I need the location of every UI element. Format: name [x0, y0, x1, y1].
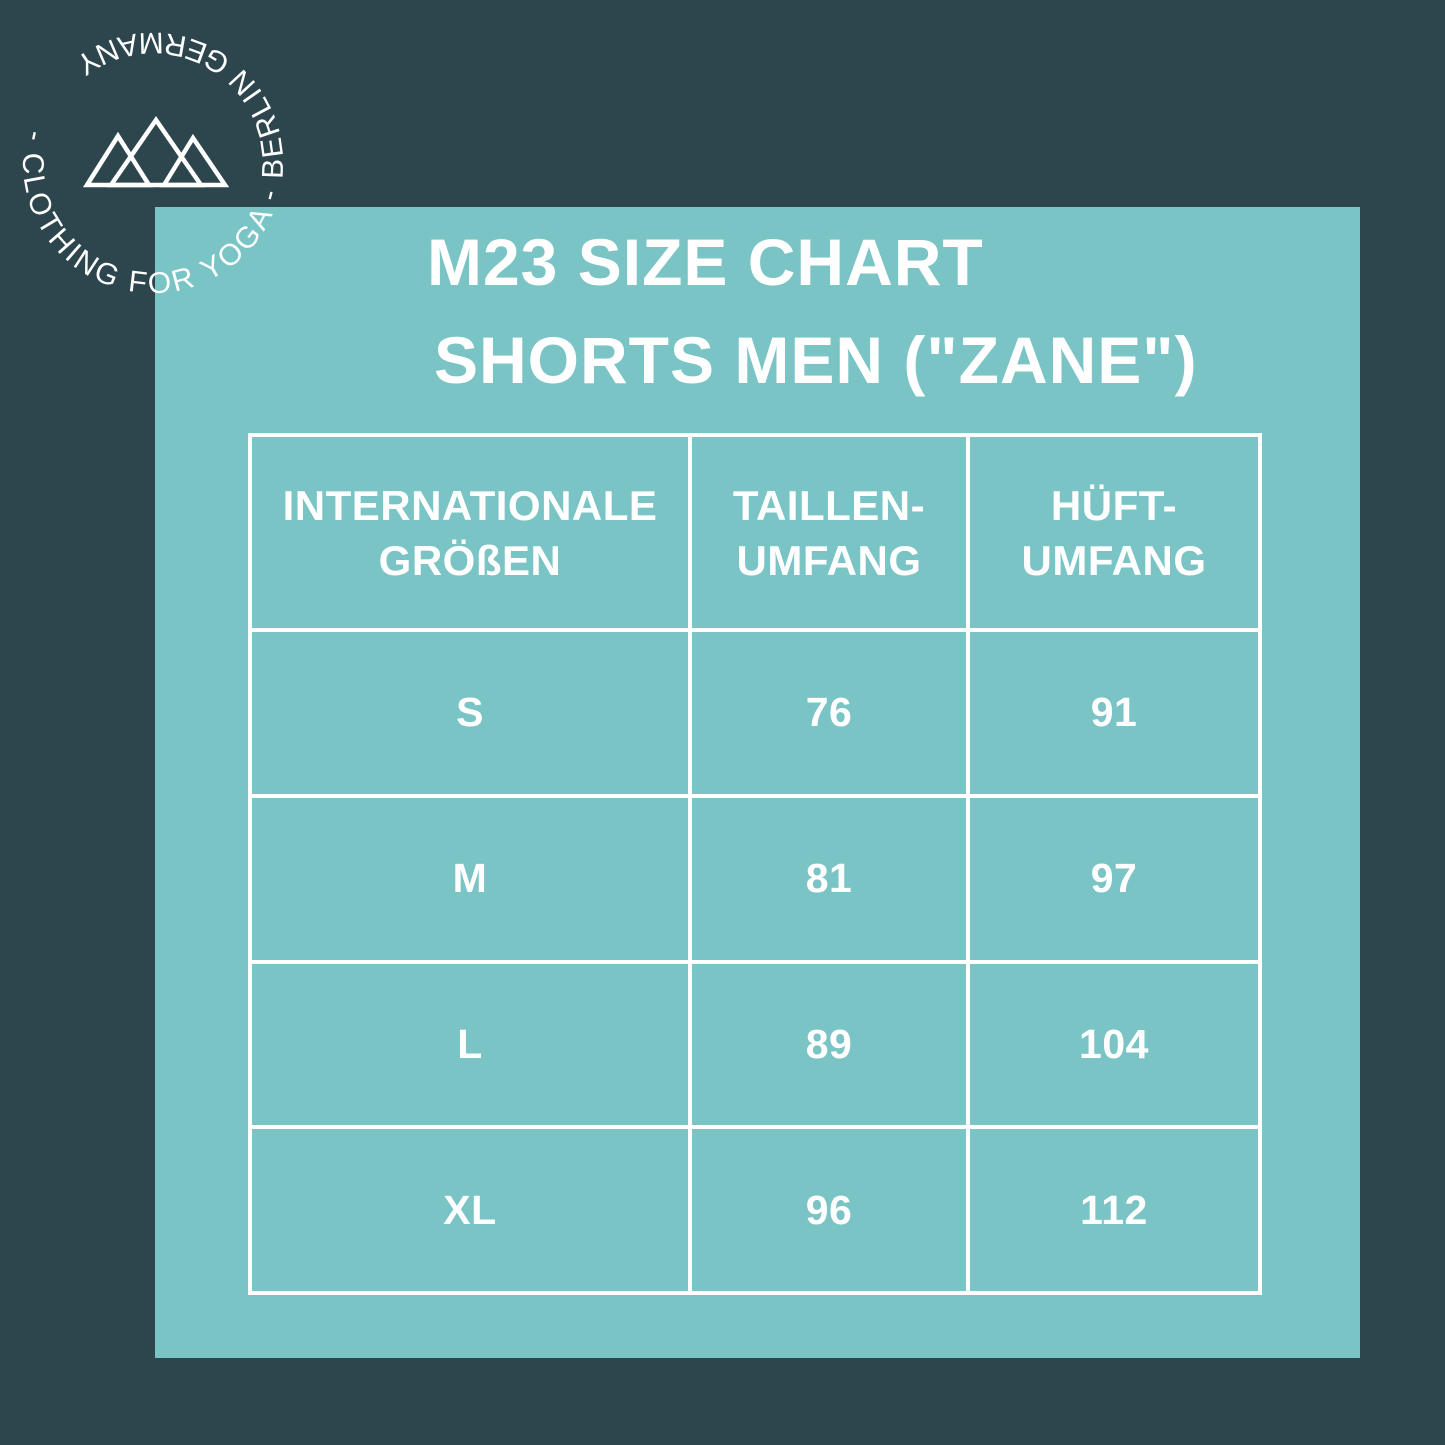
cell-size-m: M: [252, 797, 688, 960]
header-line: INTERNATIONALE: [282, 481, 658, 529]
title-line-2: SHORTS MEN ("ZANE"): [434, 323, 1198, 397]
cell-waist-l: 89: [692, 963, 966, 1126]
logo-ring-text: - CLOTHING FOR YOGA - BERLIN GERMANY: [0, 0, 321, 331]
logo-circular-text: - CLOTHING FOR YOGA - BERLIN GERMANY: [0, 0, 321, 331]
mountains-icon: [82, 116, 230, 188]
header-cell-hip: HÜFT- UMFANG: [970, 437, 1258, 628]
cell-hip-xl: 112: [970, 1129, 1258, 1291]
header-line: UMFANG: [1021, 536, 1207, 584]
size-chart-panel: M23 SIZE CHART SHORTS MEN ("ZANE") INTER…: [155, 207, 1360, 1358]
cell-size-l: L: [252, 963, 688, 1126]
header-line: HÜFT-: [1050, 481, 1178, 529]
cell-hip-l: 104: [970, 963, 1258, 1126]
header-cell-international-sizes: INTERNATIONALE GRÖßEN: [252, 437, 688, 628]
size-chart-table: INTERNATIONALE GRÖßEN TAILLEN- UMFANG HÜ…: [248, 433, 1262, 1295]
cell-size-xl: XL: [252, 1129, 688, 1291]
brand-logo: - CLOTHING FOR YOGA - BERLIN GERMANY: [0, 0, 321, 331]
header-line: UMFANG: [736, 536, 922, 584]
header-line: TAILLEN-: [732, 481, 926, 529]
cell-waist-xl: 96: [692, 1129, 966, 1291]
cell-hip-m: 97: [970, 797, 1258, 960]
page-title: M23 SIZE CHART SHORTS MEN ("ZANE"): [427, 213, 1198, 409]
header-cell-waist: TAILLEN- UMFANG: [692, 437, 966, 628]
cell-size-s: S: [252, 632, 688, 794]
cell-waist-s: 76: [692, 632, 966, 794]
title-line-1: M23 SIZE CHART: [427, 225, 984, 299]
cell-hip-s: 91: [970, 632, 1258, 794]
header-line: GRÖßEN: [378, 536, 562, 584]
cell-waist-m: 81: [692, 797, 966, 960]
